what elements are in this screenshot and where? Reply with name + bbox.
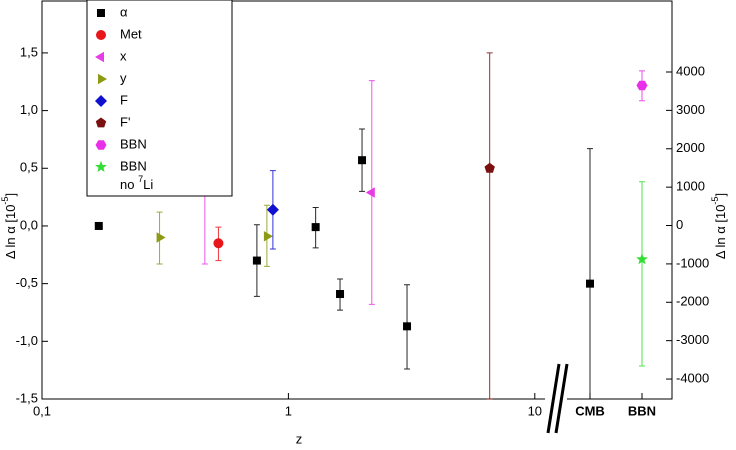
marker: [636, 253, 648, 265]
error-bar: [587, 148, 593, 400]
y-label-sup: -5: [0, 197, 10, 205]
y-tick-label: 0,5: [20, 160, 38, 175]
error-bar: [639, 181, 645, 367]
legend-label-line2: no 7Li: [120, 174, 153, 192]
x-tick-label: 1: [285, 403, 292, 418]
y-label-text: Δ ln α [10: [3, 205, 18, 260]
y-tick-label: 1,5: [20, 44, 38, 59]
legend-label: α: [120, 4, 128, 19]
marker: [636, 80, 648, 91]
marker: [403, 322, 412, 331]
marker: [213, 238, 224, 249]
legend-marker: [95, 117, 107, 128]
axis-break-mark: [546, 363, 561, 434]
legend-marker: [95, 140, 107, 150]
legend-label: x: [120, 48, 127, 63]
marker: [365, 187, 375, 198]
legend-label: Met: [120, 26, 142, 41]
y-tick-label: -1,5: [16, 390, 38, 405]
legend-marker: [96, 30, 106, 40]
legend-marker: [98, 73, 107, 85]
legend-note-sup: 7: [138, 174, 143, 184]
legend-marker: [95, 51, 104, 63]
y2-tick-label: 1000: [676, 179, 705, 194]
marker: [358, 156, 367, 165]
marker: [586, 279, 594, 288]
marker: [266, 203, 279, 216]
legend-label: BBN: [120, 136, 147, 151]
legend-marker: [95, 95, 107, 107]
legend-label: F': [120, 114, 130, 129]
legend-label: y: [120, 70, 127, 85]
legend-marker: [95, 160, 107, 172]
y2-axis-label: Δ ln α [10-5]: [710, 193, 728, 259]
y2-tick-label: -4000: [676, 370, 709, 385]
plot-frame: [41, 0, 673, 400]
marker: [484, 162, 495, 173]
axis-break-mark: [554, 363, 569, 434]
y2-label-text: Δ ln α [10: [713, 205, 728, 260]
legend-note: no: [120, 177, 138, 192]
marker: [94, 221, 103, 230]
x-axis-label: z: [296, 431, 303, 446]
x-tick-label: 10: [528, 403, 542, 418]
y-axis-label: Δ ln α [10-5]: [0, 193, 18, 259]
y2-tick-label: 3000: [676, 102, 705, 117]
x-category-label: CMB: [575, 403, 605, 418]
legend-note-end: Li: [143, 177, 153, 192]
error-bar: [486, 52, 493, 400]
y2-tick-label: -1000: [676, 255, 709, 270]
marker: [156, 232, 166, 243]
legend-label: BBN: [120, 158, 147, 173]
marker: [263, 231, 273, 242]
y2-tick-label: -2000: [676, 294, 709, 309]
y2-label-end: ]: [713, 193, 728, 197]
legend: [86, 0, 233, 197]
y-tick-label: 1,0: [20, 102, 38, 117]
y-label-end: ]: [3, 193, 18, 197]
y2-tick-label: 0: [676, 217, 683, 232]
marker: [311, 223, 320, 232]
y2-label-sup: -5: [710, 197, 720, 205]
y2-tick-label: -3000: [676, 332, 709, 347]
y2-tick-label: 2000: [676, 140, 705, 155]
y-tick-label: -1,0: [16, 333, 38, 348]
y-tick-label: 0,0: [20, 217, 38, 232]
y-tick-label: -0,5: [16, 275, 38, 290]
y2-tick-label: 4000: [676, 63, 705, 78]
marker: [252, 256, 261, 265]
legend-marker: [97, 9, 105, 17]
marker: [336, 290, 345, 299]
x-category-label: BBN: [628, 403, 656, 418]
legend-label: F: [120, 92, 128, 107]
x-tick-label: 0,1: [33, 403, 51, 418]
